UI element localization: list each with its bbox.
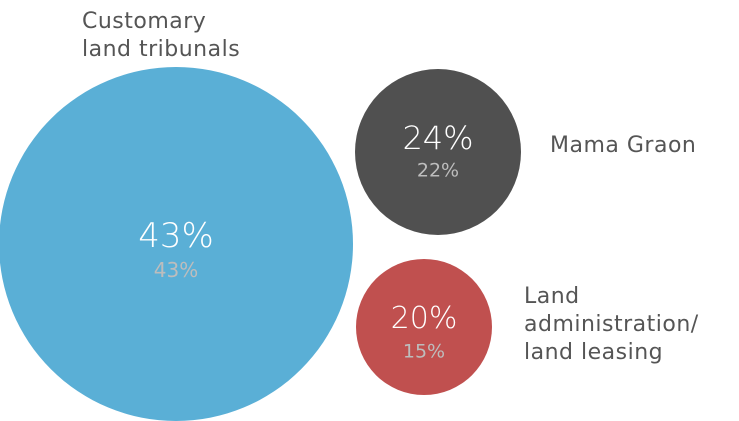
category-label-line: Land (524, 284, 580, 309)
secondary-label-land-administration: 15% (402, 340, 446, 363)
category-label-line: administration/ (524, 312, 699, 337)
category-label-line: land leasing (524, 340, 664, 365)
category-label-line: Customary (82, 9, 207, 34)
category-label-land-administration: Land administration/ land leasing (524, 283, 699, 367)
category-label-mama-graon: Mama Graon (550, 132, 696, 160)
value-label-customary-land-tribunals: 43% (138, 216, 214, 256)
secondary-label-customary-land-tribunals: 43% (153, 258, 199, 282)
bubble-customary-land-tribunals (0, 67, 353, 421)
bubble-chart: 43% 43% Customary land tribunals 24% 22%… (0, 8, 699, 421)
category-label-customary-land-tribunals: Customary land tribunals (82, 8, 240, 64)
category-label-line: land tribunals (82, 37, 241, 62)
category-label-line: Mama Graon (550, 133, 697, 158)
value-label-land-administration: 20% (390, 301, 458, 336)
value-label-mama-graon: 24% (402, 119, 474, 157)
secondary-label-mama-graon: 22% (416, 159, 460, 182)
bubble-mama-graon (355, 69, 521, 235)
bubble-land-administration (356, 259, 492, 395)
